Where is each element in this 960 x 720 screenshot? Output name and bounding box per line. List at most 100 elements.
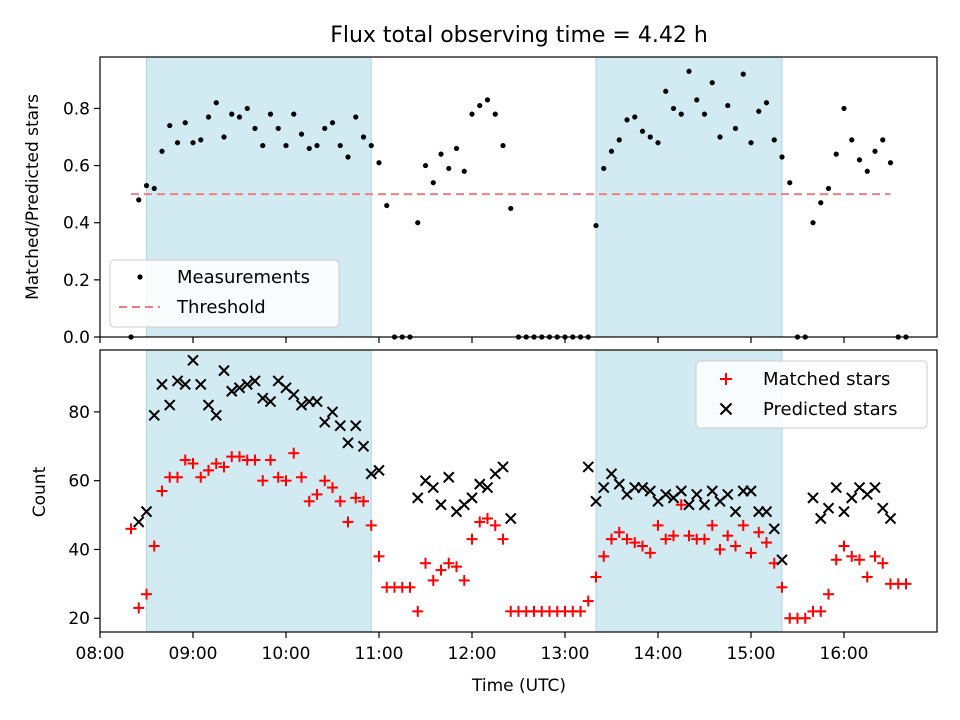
matched-star-point-23 [303, 495, 315, 507]
measurement-point-25 [322, 125, 328, 132]
matched-star-point-90 [823, 588, 834, 600]
matched-star-point-48 [497, 533, 509, 545]
matched-star-point-68 [652, 519, 664, 531]
bottom-y-tick-label-3: 80 [68, 403, 90, 423]
matched-star-point-26 [327, 482, 338, 494]
measurement-point-30 [360, 134, 367, 140]
predicted-star-point-45 [582, 461, 594, 473]
x-tick-label-4: 12:00 [448, 644, 497, 664]
matched-star-point-74 [699, 533, 710, 545]
matched-star-point-21 [288, 447, 300, 459]
measurement-point-33 [384, 202, 390, 209]
predicted-star-point-6 [179, 378, 191, 391]
matched-star-point-42 [451, 561, 462, 573]
top-y-ticks: 0.0 0.2 0.4 0.6 0.8 [63, 99, 100, 348]
matched-star-point-19 [272, 471, 284, 483]
predicted-star-point-43 [497, 461, 509, 473]
matched-star-point-77 [722, 530, 734, 542]
legend-matched-marker [720, 373, 732, 385]
measurement-point-46 [484, 97, 491, 103]
matched-star-point-96 [869, 550, 881, 562]
predicted-star-point-21 [295, 399, 308, 411]
predicted-star-point-12 [226, 385, 238, 397]
matched-star-point-70 [668, 530, 679, 542]
measurement-point-17 [260, 142, 266, 149]
figure-title: Flux total observing time = 4.42 h [330, 23, 708, 48]
measurement-point-22 [298, 131, 305, 137]
matched-star-point-28 [342, 516, 354, 528]
predicted-star-point-68 [760, 505, 773, 518]
measurement-point-76 [717, 134, 723, 140]
predicted-star-point-35 [435, 499, 447, 511]
bottom-legend: Matched stars Predicted stars [695, 360, 928, 429]
measurement-point-37 [415, 220, 421, 226]
measurement-point-73 [694, 97, 700, 103]
predicted-star-point-74 [830, 481, 842, 494]
predicted-star-point-79 [869, 481, 881, 494]
predicted-star-point-5 [171, 375, 184, 387]
measurement-point-6 [174, 140, 181, 146]
measurement-point-68 [655, 140, 661, 146]
matched-star-point-3 [148, 540, 160, 552]
matched-star-point-89 [815, 605, 827, 617]
measurement-point-16 [252, 125, 258, 132]
matched-star-point-17 [257, 475, 269, 487]
predicted-star-point-10 [210, 409, 222, 422]
matched-star-point-60 [590, 571, 602, 583]
predicted-star-point-66 [745, 485, 757, 497]
predicted-star-point-13 [233, 382, 246, 394]
matched-star-point-24 [311, 488, 323, 500]
bottom-panel: 20 40 60 80 08:00 09:00 10:00 11:00 12:00 13:00 1… [30, 349, 938, 696]
measurement-point-14 [236, 114, 243, 120]
measurement-point-64 [624, 117, 630, 123]
measurement-point-26 [329, 120, 336, 126]
top-y-tick-label-3: 0.6 [63, 157, 90, 177]
predicted-star-point-2 [148, 409, 160, 422]
predicted-star-point-58 [683, 499, 695, 511]
measurement-point-42 [453, 145, 460, 152]
predicted-star-point-8 [195, 378, 207, 391]
predicted-star-point-72 [815, 512, 827, 525]
matched-star-point-80 [745, 547, 757, 559]
predicted-star-point-28 [350, 419, 362, 432]
measurement-point-49 [508, 205, 514, 212]
predicted-star-point-36 [443, 471, 455, 483]
predicted-star-point-57 [675, 485, 687, 497]
measurement-point-96 [872, 148, 878, 154]
matched-star-point-8 [187, 457, 199, 469]
predicted-star-point-20 [288, 389, 300, 401]
predicted-star-point-34 [427, 481, 439, 494]
matched-star-point-7 [179, 454, 191, 466]
matched-star-point-93 [846, 550, 858, 562]
measurement-point-80 [748, 140, 754, 146]
measurement-point-21 [291, 111, 297, 117]
x-tick-label-0: 08:00 [76, 644, 125, 664]
matched-star-point-11 [210, 457, 222, 469]
measurement-point-31 [368, 142, 374, 149]
matched-star-point-75 [706, 519, 718, 531]
measurement-point-12 [221, 134, 227, 140]
measurement-point-4 [159, 148, 165, 154]
predicted-star-point-1 [140, 505, 153, 518]
predicted-star-point-48 [605, 468, 618, 480]
predicted-star-point-64 [729, 505, 742, 518]
measurement-point-98 [887, 160, 894, 166]
predicted-star-point-46 [590, 495, 602, 508]
predicted-star-point-52 [636, 481, 649, 494]
predicted-star-point-59 [691, 488, 703, 501]
top-legend-box [109, 259, 340, 328]
x-tick-label-7: 15:00 [727, 644, 776, 664]
measurement-point-7 [182, 120, 188, 126]
matched-star-point-47 [489, 519, 501, 531]
x-tick-label-3: 11:00 [355, 644, 404, 664]
measurement-point-94 [856, 157, 863, 163]
measurement-point-78 [732, 125, 739, 132]
measurement-point-48 [500, 142, 506, 149]
predicted-star-point-23 [311, 395, 323, 408]
measurement-point-29 [353, 114, 359, 120]
matched-star-point-20 [280, 475, 292, 487]
matched-star-point-58 [575, 605, 586, 617]
matched-star-point-65 [629, 537, 641, 549]
measurement-point-67 [647, 134, 653, 140]
